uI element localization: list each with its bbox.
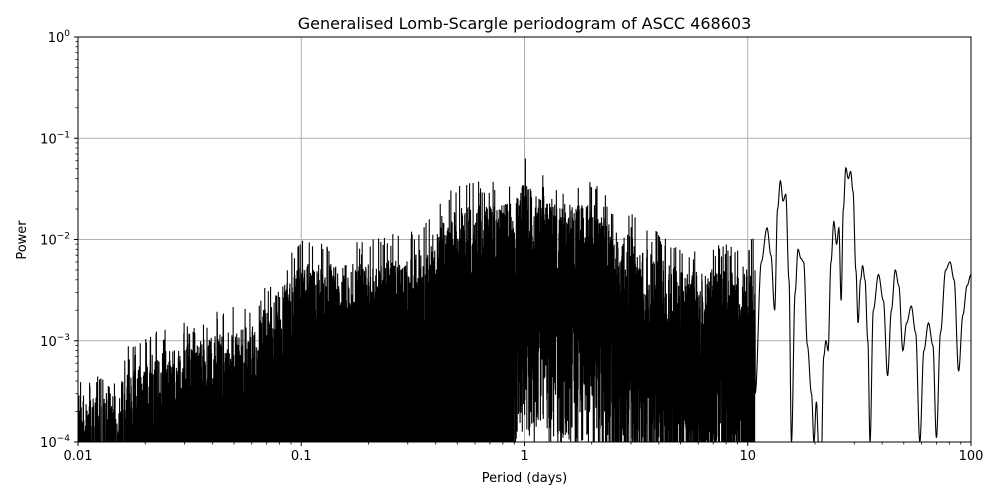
y-tick-label: 10−1 bbox=[40, 130, 70, 147]
periodogram-line bbox=[78, 158, 971, 442]
x-tick-label: 1 bbox=[520, 449, 528, 464]
x-axis: 0.01 0.1 1 10 100 bbox=[64, 442, 984, 464]
x-tick-label: 100 bbox=[959, 449, 984, 464]
y-axis-label: Power bbox=[15, 220, 30, 260]
x-tick-label: 0.1 bbox=[291, 449, 312, 464]
y-tick-label: 10−2 bbox=[40, 232, 70, 249]
y-tick-label: 10−3 bbox=[40, 333, 70, 350]
y-tick-label: 100 bbox=[48, 29, 71, 46]
x-tick-label: 10 bbox=[739, 449, 756, 464]
x-axis-label: Period (days) bbox=[482, 471, 568, 486]
y-axis: 100 10−1 10−2 10−3 10−4 bbox=[40, 29, 78, 451]
chart-title: Generalised Lomb-Scargle periodogram of … bbox=[298, 14, 752, 33]
x-tick-label: 0.01 bbox=[64, 449, 93, 464]
y-tick-label: 10−4 bbox=[40, 434, 70, 451]
